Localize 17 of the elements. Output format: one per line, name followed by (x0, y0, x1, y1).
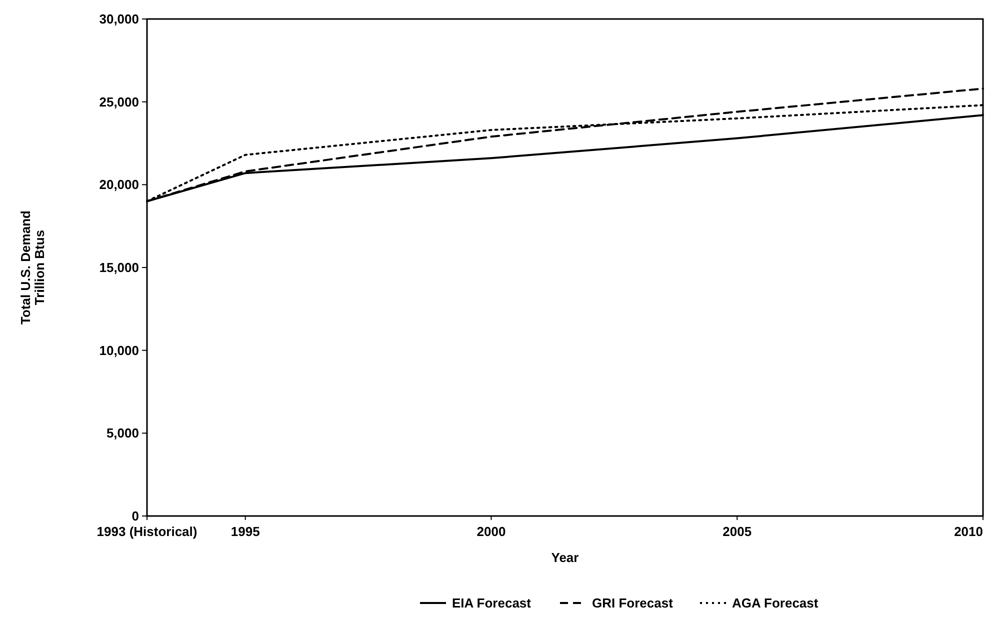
y-tick-label: 15,000 (99, 260, 139, 276)
x-tick-label: 1993 (Historical) (96, 524, 198, 539)
x-axis-title: Year (551, 550, 579, 565)
y-tick-label: 30,000 (99, 12, 139, 27)
x-tick-label: 2010 (954, 524, 983, 539)
y-tick-label: 20,000 (99, 177, 139, 192)
legend-label: EIA Forecast (452, 596, 532, 611)
y-tick-label: 10,000 (99, 342, 139, 358)
x-tick-label: 2000 (476, 524, 506, 539)
x-tick-label: 2005 (722, 524, 752, 539)
y-tick-label: 25,000 (99, 94, 139, 110)
y-axis-title: Total U.S. Demand Trillion Btus (18, 210, 47, 324)
legend-label: GRI Forecast (592, 596, 674, 611)
y-tick-label: 0 (132, 508, 139, 524)
legend-label: AGA Forecast (732, 596, 819, 611)
x-tick-label: 1995 (230, 524, 260, 539)
y-tick-label: 5,000 (106, 426, 139, 441)
